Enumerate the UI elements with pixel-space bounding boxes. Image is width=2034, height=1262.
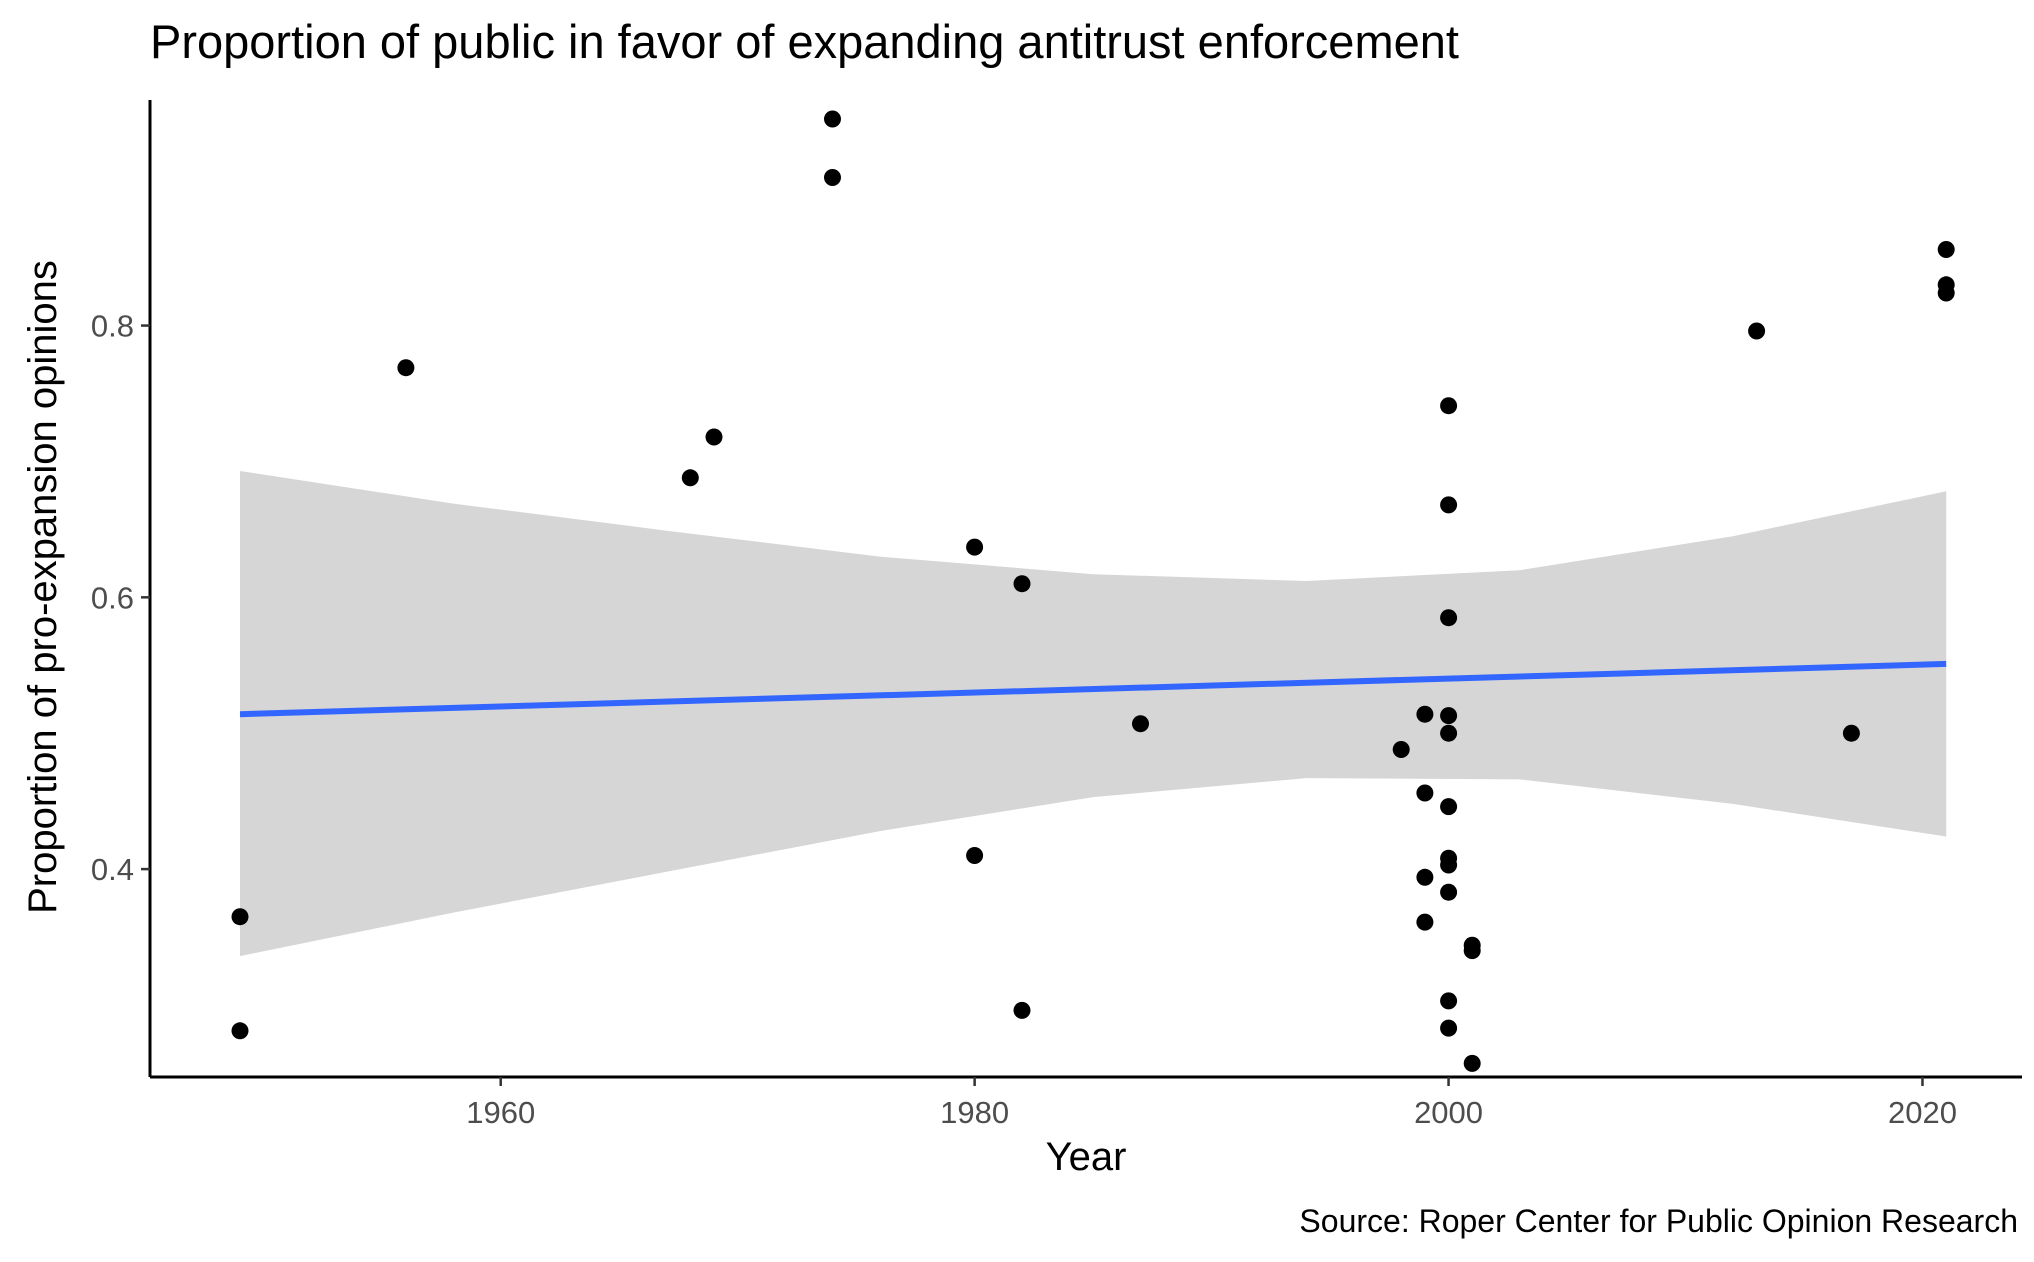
data-point (1416, 913, 1434, 931)
chart-title: Proportion of public in favor of expandi… (150, 15, 1459, 68)
data-point (1416, 868, 1434, 886)
trend-line-layer (239, 660, 1947, 718)
data-point (1440, 397, 1458, 415)
data-point (824, 110, 841, 128)
data-point (1440, 724, 1458, 742)
x-tick-label: 2020 (1888, 1095, 1957, 1130)
data-point (1416, 784, 1434, 802)
data-point (1440, 1019, 1458, 1037)
data-point (1440, 609, 1458, 627)
data-point (681, 469, 699, 487)
data-point (1937, 241, 1955, 258)
data-point (1440, 496, 1458, 514)
data-point (1937, 284, 1955, 302)
data-point (397, 359, 415, 377)
confidence-band-layer (240, 471, 1947, 957)
chart-caption: Source: Roper Center for Public Opinion … (1299, 1203, 2018, 1239)
data-point (1440, 798, 1458, 816)
x-axis-title: Year (1046, 1135, 1127, 1179)
x-tick-label: 1980 (940, 1095, 1009, 1130)
data-point (824, 169, 841, 186)
data-point (1013, 575, 1031, 593)
x-tick-label: 1960 (466, 1095, 535, 1130)
data-point (1463, 1054, 1481, 1072)
data-point (1440, 992, 1458, 1010)
data-point (1416, 705, 1434, 723)
y-tick-label: 0.8 (91, 309, 134, 344)
data-point (1132, 715, 1149, 733)
trend-line (239, 660, 1947, 718)
data-point (1842, 724, 1860, 742)
y-tick-label: 0.6 (91, 580, 134, 615)
x-ticks-layer: 1960 1980 2000 2020 (466, 1077, 1957, 1130)
data-point (1440, 883, 1458, 901)
data-point (1013, 1001, 1031, 1019)
data-point (1440, 856, 1458, 874)
data-point (231, 1022, 249, 1040)
data-point (966, 847, 984, 864)
x-tick-label: 2000 (1414, 1095, 1483, 1130)
points-layer (231, 110, 1955, 1072)
y-ticks-layer: 0.4 0.6 0.8 (91, 309, 150, 887)
data-point (705, 428, 723, 446)
data-point (231, 908, 249, 926)
data-point (1463, 942, 1481, 960)
confidence-band (240, 471, 1947, 957)
y-axis-title: Proportion of pro-expansion opinions (21, 260, 65, 914)
data-point (966, 538, 984, 556)
data-point (1392, 741, 1410, 758)
data-point (1440, 707, 1458, 725)
y-tick-label: 0.4 (91, 852, 134, 887)
data-point (1748, 322, 1766, 340)
